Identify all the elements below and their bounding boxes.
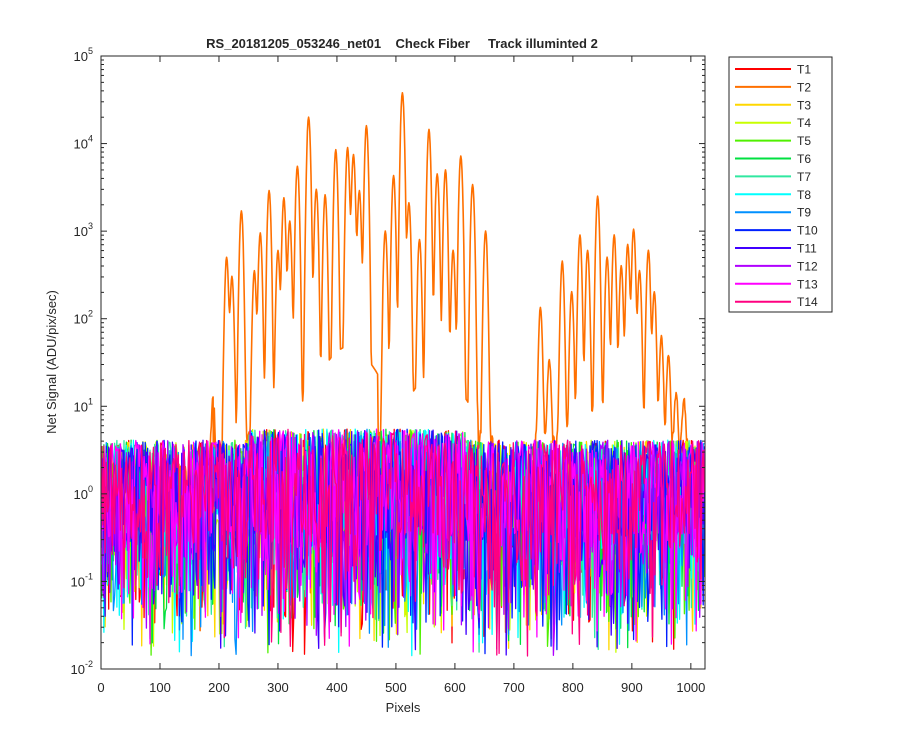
legend-label-t2: T2 xyxy=(797,80,811,94)
legend-label-t14: T14 xyxy=(797,295,818,309)
legend-label-t4: T4 xyxy=(797,116,811,130)
y-tick-label-base: 10 xyxy=(71,662,85,677)
y-axis-label: Net Signal (ADU/pix/sec) xyxy=(44,290,59,434)
y-tick-label: 103 xyxy=(74,221,93,239)
y-tick-label-base: 10 xyxy=(74,49,88,64)
legend-label-t10: T10 xyxy=(797,224,818,238)
y-tick-label-exponent: 3 xyxy=(88,221,93,231)
series-layer xyxy=(101,92,705,657)
legend: T1 T2 T3 T4 T5 T6 T7 T8 T9 T10 T11 T12 T13 T14 xyxy=(728,56,833,313)
x-tick-label: 700 xyxy=(503,680,525,695)
x-tick-label: 200 xyxy=(208,680,230,695)
legend-label-t1: T1 xyxy=(797,63,811,77)
legend-label-t8: T8 xyxy=(797,188,811,202)
y-tick-label-exponent: -1 xyxy=(85,571,93,581)
y-tick-label-exponent: 4 xyxy=(88,134,93,144)
legend-label-t13: T13 xyxy=(797,277,818,291)
x-tick-label: 600 xyxy=(444,680,466,695)
y-tick-label-exponent: 5 xyxy=(88,46,93,56)
y-tick-label-base: 10 xyxy=(71,574,85,589)
x-axis-label: Pixels xyxy=(386,700,421,715)
x-tick-label: 900 xyxy=(621,680,643,695)
y-tick-label-base: 10 xyxy=(74,224,88,239)
legend-label-t3: T3 xyxy=(797,98,811,112)
x-tick-label: 100 xyxy=(149,680,171,695)
chart-title: RS_20181205_053246_net01 Check Fiber Tra… xyxy=(206,36,598,51)
y-tick-label: 100 xyxy=(74,484,93,502)
y-tick-label-exponent: 2 xyxy=(88,309,93,319)
x-tick-label: 500 xyxy=(385,680,407,695)
y-tick-label: 105 xyxy=(74,46,93,64)
legend-label-t9: T9 xyxy=(797,206,811,220)
y-tick-label-base: 10 xyxy=(74,487,88,502)
series-line-t14 xyxy=(101,428,705,657)
y-tick-label: 101 xyxy=(74,396,93,414)
y-tick-label-base: 10 xyxy=(74,137,88,152)
x-tick-label: 400 xyxy=(326,680,348,695)
y-tick-label-exponent: 1 xyxy=(88,396,93,406)
y-tick-label: 10-1 xyxy=(71,571,93,589)
y-tick-label-exponent: -2 xyxy=(85,659,93,669)
x-tick-label: 300 xyxy=(267,680,289,695)
axes-box xyxy=(100,55,706,670)
legend-label-t7: T7 xyxy=(797,170,811,184)
legend-box xyxy=(728,56,833,313)
x-tick-label: 0 xyxy=(97,680,104,695)
x-tick-label: 1000 xyxy=(676,680,705,695)
y-tick-label-base: 10 xyxy=(74,312,88,327)
legend-label-t6: T6 xyxy=(797,152,811,166)
y-tick-label-exponent: 0 xyxy=(88,484,93,494)
legend-label-t11: T11 xyxy=(797,242,817,256)
y-tick-label: 102 xyxy=(74,309,93,327)
y-tick-label: 104 xyxy=(74,134,93,152)
legend-label-t12: T12 xyxy=(797,259,818,273)
x-tick-label: 800 xyxy=(562,680,584,695)
x-axis-ticks: 0 100 200 300 400 500 600 700 800 900 1000 xyxy=(97,56,705,695)
y-tick-label: 10-2 xyxy=(71,659,93,677)
legend-label-t5: T5 xyxy=(797,134,811,148)
y-tick-label-base: 10 xyxy=(74,399,88,414)
